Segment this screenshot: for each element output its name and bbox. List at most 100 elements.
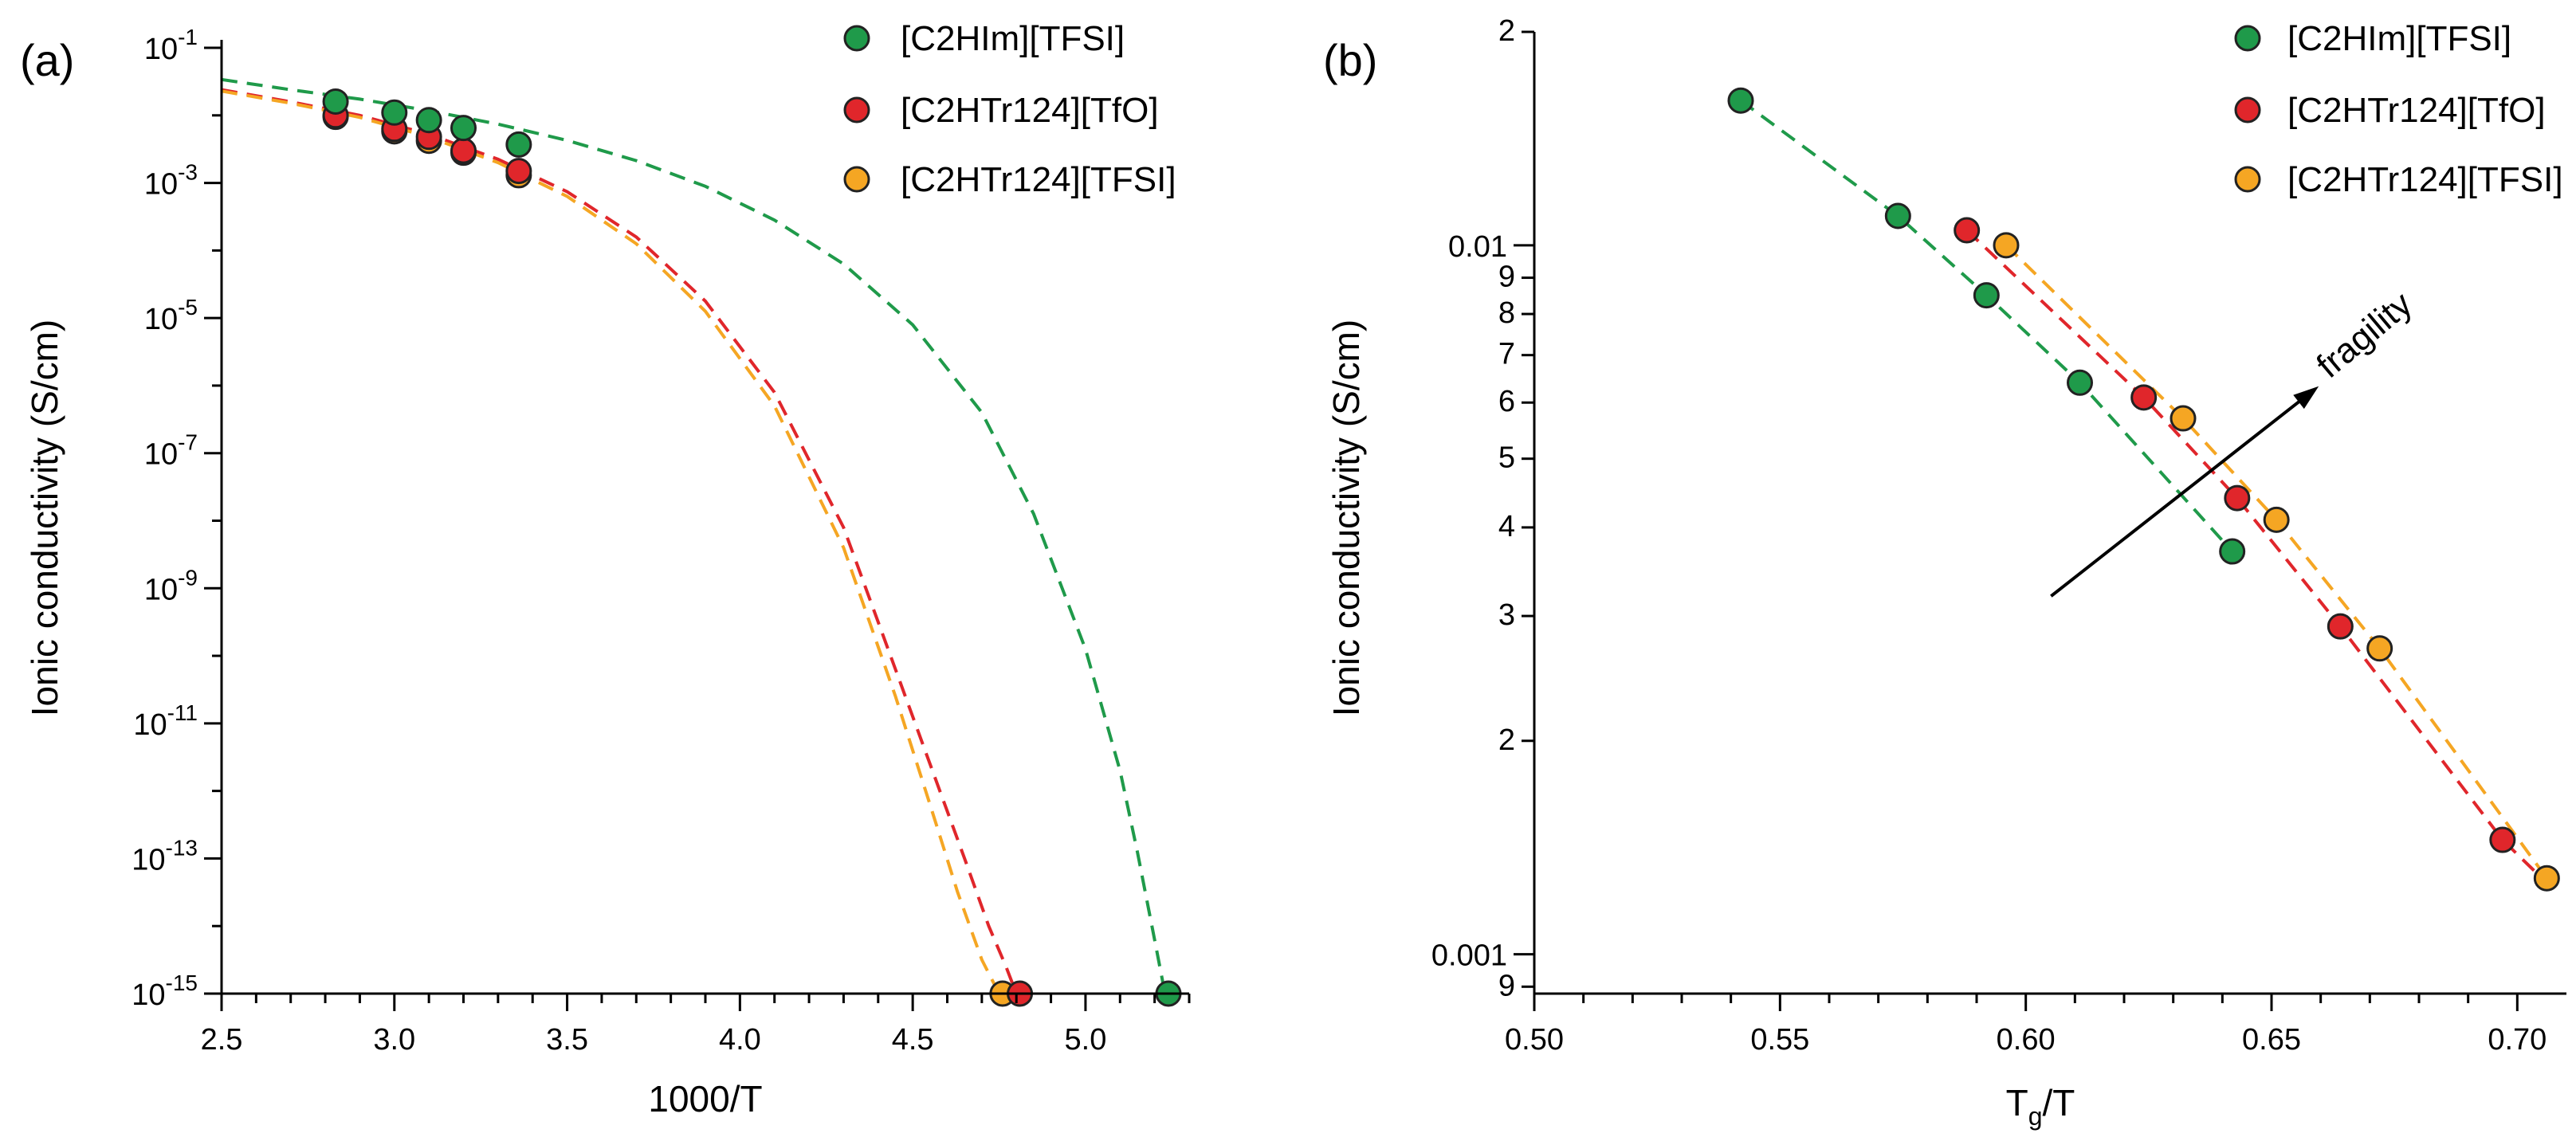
panel-b-data-point [1993,232,2020,259]
panel-b-data-point [1884,202,1911,229]
panel-a-y-axis-title: Ionic conductivity (S/cm) [24,320,65,716]
panel-a-fit-lines [221,77,1167,995]
panel-b-fit-lines [1739,99,2548,880]
panel-b-data-point [2489,826,2516,853]
panel-b-data-point [2263,506,2290,533]
fragility-label: fragility [2309,284,2419,386]
panel-b-y-tick-label: 9 [1498,969,1515,1002]
panel-b-data-point [2533,865,2560,892]
panel-a-x-tick-label: 4.5 [892,1023,934,1057]
panel-b-legend: [C2HIm][TFSI] [C2HTr124][TfO] [C2HTr124]… [2234,19,2563,199]
panel-b-legend-entry: [C2HTr124][TFSI] [2287,160,2563,199]
tick-exponent: -13 [166,835,198,860]
panel-b-y-tick-label: 3 [1498,598,1515,632]
panel-a-data-point [450,115,477,142]
tick-exponent: -11 [167,700,198,725]
panel-a-legend-entry: [C2HTr124][TFSI] [901,160,1176,199]
panel-b-data-point [2219,538,2246,565]
panel-a-legend: [C2HIm][TFSI] [C2HTr124][TfO] [C2HTr124]… [843,19,1176,199]
panel-a-y-tick-label: 10-7 [144,430,198,472]
panel-b-data-point [1973,282,2000,309]
panel-b-fit-line-0 [1739,99,2234,553]
panel-b-y-tick-label: 0.01 [1448,230,1507,264]
tick-base: 10 [132,978,165,1012]
panel-b-y-tick-label: 7 [1498,338,1515,371]
panel-b-data-points [1727,87,2560,892]
tick-base: 10 [133,708,167,742]
panel-b-data-point [2327,613,2354,640]
panel-b-y-tick-label: 6 [1498,385,1515,418]
panel-a-x-tick-label: 3.5 [546,1023,588,1057]
panel-a-legend-entry: [C2HIm][TFSI] [901,19,1125,58]
panel-b-y-tick-label: 2 [1498,14,1515,48]
fragility-arrowhead [2293,386,2319,410]
tick-exponent: -5 [178,295,198,320]
panel-b-data-point [2366,635,2393,662]
panel-a-x-ticks: 2.5 3.0 3.5 4.0 4.5 5.0 [201,994,1191,1057]
tick-base: 10 [132,843,165,876]
panel-b-legend-entry: [C2HTr124][TfO] [2287,91,2546,130]
tick-base: 10 [144,168,178,202]
panel-b-legend-marker-orange [2234,166,2261,193]
panel-b-x-ticks: 0.50 0.55 0.60 0.65 0.70 [1505,994,2547,1057]
panel-a-fit-line-1 [221,88,1019,994]
panel-b-x-axis-title-tail: /T [2043,1082,2075,1123]
panel-a-legend-marker-green [843,25,870,52]
panel-b-x-tick-label: 0.55 [1750,1023,1809,1057]
panel-b-data-point [2130,384,2158,411]
panel-b-fit-line-2 [2005,244,2548,880]
panel-b-x-axis-title: Tg/T [2006,1082,2075,1131]
tick-exponent: -15 [166,971,198,995]
panel-b-x-tick-label: 0.70 [2488,1023,2547,1057]
panel-b-legend-entry: [C2HIm][TFSI] [2287,19,2511,58]
panel-a-data-point [322,88,349,115]
panel-a: (a) 2.5 3.0 3.5 4.0 4.5 5.0 10-110-310-510-71… [20,19,1191,1120]
tick-base: 10 [144,303,178,336]
panel-b-legend-marker-red [2234,96,2261,124]
tick-exponent: -7 [178,430,198,455]
panel-b-x-tick-label: 0.50 [1505,1023,1564,1057]
panel-b-fit-line-1 [1965,229,2543,880]
panel-b-y-tick-label: 4 [1498,510,1515,543]
panel-a-legend-marker-red [843,96,870,124]
panel-a-x-tick-label: 4.0 [719,1023,761,1057]
panel-a-data-point [381,99,408,126]
panel-b-y-tick-label: 5 [1498,441,1515,475]
panel-a-x-tick-label: 3.0 [373,1023,415,1057]
panel-b-x-tick-label: 0.65 [2242,1023,2301,1057]
panel-a-data-point [505,131,532,158]
panel-a-y-tick-label: 10-11 [133,700,198,742]
tick-base: 10 [144,33,178,66]
panel-a-y-tick-label: 10-1 [144,25,198,66]
panel-a-y-tick-label: 10-5 [144,295,198,336]
panel-a-x-axis-title: 1000/T [648,1078,762,1120]
panel-a-y-tick-label: 10-3 [144,160,198,202]
panel-a-x-tick-label: 2.5 [201,1023,243,1057]
panel-b-data-point [1954,217,1981,244]
panel-b-label: (b) [1323,35,1377,85]
panel-b-data-point [1727,87,1754,114]
panel-b-legend-marker-green [2234,25,2261,52]
panel-b-data-point [2067,369,2093,396]
tick-exponent: -1 [178,25,198,49]
panel-b-data-point [2170,405,2197,432]
panel-a-label: (a) [20,35,74,85]
panel-a-y-tick-label: 10-9 [144,565,198,606]
tick-base: 10 [144,438,178,472]
panel-b-x-axis-title-t: T [2006,1082,2028,1123]
panel-a-fit-line-0 [221,77,1167,994]
panel-b: (b) 0.50 0.55 0.60 0.65 0.70 20.01987654320.… [1323,14,2566,1131]
panel-a-legend-entry: [C2HTr124][TfO] [901,91,1159,130]
panel-a-data-point [415,107,442,134]
panel-b-y-tick-label: 8 [1498,296,1515,330]
panel-a-x-tick-label: 5.0 [1065,1023,1107,1057]
panel-a-fit-line-2 [221,89,1004,995]
panel-a-data-points [322,88,1182,1007]
panel-a-y-tick-label: 10-13 [132,835,198,876]
panel-b-y-tick-label: 2 [1498,723,1515,757]
tick-exponent: -9 [178,565,198,590]
tick-base: 10 [144,573,178,606]
fragility-arrow [2050,387,2316,598]
